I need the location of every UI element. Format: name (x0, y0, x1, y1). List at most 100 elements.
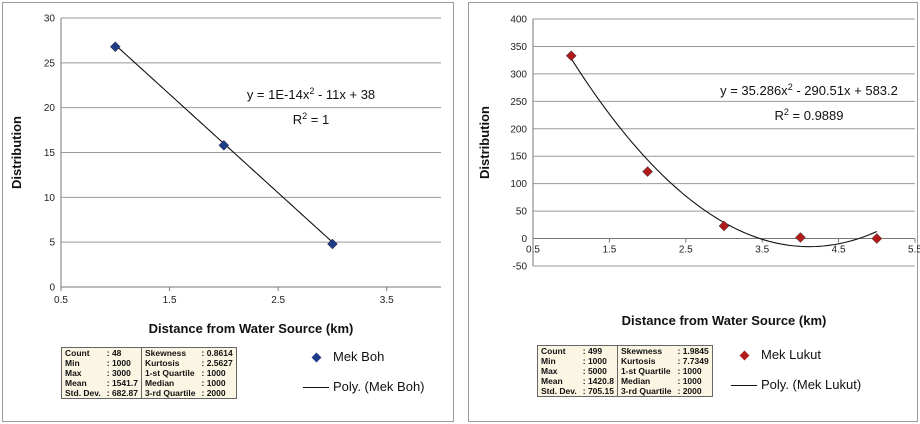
r-squared-label: R2 = 0.9889 (775, 107, 844, 123)
stats-cell: Median (140, 378, 199, 388)
y-tick-label: 150 (510, 152, 527, 163)
y-tick-label: 25 (44, 58, 56, 69)
x-tick-label: 1.5 (602, 245, 616, 256)
stats-cell: : 1000 (582, 356, 607, 366)
y-tick-label: 300 (510, 69, 527, 80)
stats-cell: Mean (65, 378, 87, 388)
diamond-marker-icon (739, 350, 749, 360)
stats-cell: Min (65, 358, 80, 368)
x-tick-label: 0.5 (54, 295, 68, 306)
stats-cell: 1-st Quartile (616, 366, 675, 376)
stats-cell: Min (541, 356, 556, 366)
stats-cell: Count (65, 348, 90, 358)
stats-table: Count: 499 Skewness: 1.9845 Min: 1000 Kurto… (537, 345, 713, 397)
x-tick-label: 5.5 (908, 245, 920, 256)
x-tick-label: 0.5 (526, 245, 540, 256)
trendline-equation: y = 35.286x2 - 290.51x + 583.2 (720, 82, 898, 98)
legend-item-series: Mek Lukut (727, 343, 861, 365)
legend: Mek Boh Poly. (Mek Boh) (299, 345, 425, 405)
trendline-line-icon (731, 384, 757, 386)
legend: Mek Lukut Poly. (Mek Lukut) (727, 343, 861, 403)
chart-panel-mek-lukut: -50 0 50 100 150 200 250 300 350 400 0.5 1.5 2.5 3.5 4… (468, 2, 920, 422)
stats-row: Mean : 1541.7 Median: 1000 (62, 378, 237, 388)
stats-row: Min: 1000 Kurtosis: 2.5627 (62, 358, 237, 368)
x-tick-label: 1.5 (163, 295, 177, 306)
data-point (795, 232, 806, 243)
stats-cell: Max (65, 368, 82, 378)
legend-series-label: Mek Boh (333, 348, 385, 364)
data-point (871, 233, 883, 244)
trendline-equation: y = 1E-14x2 - 11x + 38 (247, 86, 375, 102)
stats-cell: : 1000 (201, 378, 226, 388)
stats-cell: : 48 (106, 348, 122, 358)
data-point (565, 50, 577, 62)
y-tick-label: 20 (44, 103, 56, 114)
stats-cell: : 705.15 (582, 386, 614, 396)
stats-row: Max: 5000 1-st Quartile: 1000 (538, 366, 713, 376)
stats-cell: : 2.5627 (201, 358, 233, 368)
stats-cell: : 1.9845 (677, 346, 709, 356)
y-axis-title: Distribution (9, 116, 24, 189)
stats-cell: : 7.7349 (677, 356, 709, 366)
stats-cell: : 2000 (677, 386, 702, 396)
stats-row: Mean: 1420.8 Median: 1000 (538, 376, 713, 386)
stats-cell: : 1000 (201, 368, 226, 378)
stats-row: Std. Dev. : 705.15 3-rd Quartile: 2000 (538, 386, 713, 397)
r-squared-label: R2 = 1 (293, 111, 329, 127)
y-tick-label: 100 (510, 179, 527, 190)
y-tick-label: 5 (49, 238, 55, 249)
y-tick-label: 350 (510, 42, 527, 53)
stats-row: Std. Dev. : 682.87 3-rd Quartile: 2000 (62, 388, 237, 399)
y-tick-label: 0 (521, 234, 527, 245)
y-tick-label: 250 (510, 97, 527, 108)
stats-cell: : 682.87 (106, 388, 138, 398)
y-tick-label: -50 (513, 262, 528, 273)
stats-cell: 3-rd Quartile (140, 388, 199, 399)
legend-series-label: Mek Lukut (761, 346, 821, 362)
stats-cell: : 499 (582, 346, 603, 356)
stats-row: Count : 499 Skewness: 1.9845 (538, 345, 713, 356)
stats-row: Min : 1000 Kurtosis: 7.7349 (538, 356, 713, 366)
diamond-marker-icon (311, 352, 321, 362)
x-tick-label: 3.5 (380, 295, 394, 306)
x-tick-label: 4.5 (832, 245, 846, 256)
y-tick-label: 30 (44, 14, 56, 25)
y-tick-label: 400 (510, 15, 527, 26)
stats-cell: : 1000 (677, 366, 702, 376)
stats-cell: : 2000 (201, 388, 226, 398)
stats-cell: Skewness (616, 345, 675, 356)
y-axis-title: Distribution (477, 106, 492, 179)
legend-trendline-label: Poly. (Mek Lukut) (761, 376, 862, 392)
chart-mek-lukut: -50 0 50 100 150 200 250 300 350 400 0.5 1.5 2.5 3.5 4… (477, 15, 920, 329)
stats-cell: : 3000 (106, 368, 131, 378)
data-point (642, 166, 653, 177)
data-point (718, 220, 730, 232)
stats-cell: Skewness (140, 347, 199, 358)
data-point (109, 41, 121, 53)
stats-cell: Median (616, 376, 675, 386)
trendline-line-icon (303, 386, 329, 388)
stats-cell: Std. Dev. (65, 388, 101, 398)
stats-cell: Max (541, 366, 558, 376)
chart-mek-boh: 0 5 10 15 20 25 30 0.5 1.5 2.5 3.5 y = 1E-14x2 - 11… (9, 14, 441, 336)
stats-cell: : 1420.8 (582, 376, 614, 386)
x-tick-label: 3.5 (755, 245, 769, 256)
y-tick-label: 200 (510, 124, 527, 135)
x-axis-title: Distance from Water Source (km) (149, 321, 354, 336)
y-tick-label: 50 (516, 207, 528, 218)
stats-cell: 3-rd Quartile (616, 386, 675, 397)
stats-cell: 1-st Quartile (140, 368, 199, 378)
y-tick-label: 15 (44, 148, 56, 159)
stats-row: Max : 3000 1-st Quartile: 1000 (62, 368, 237, 378)
stats-cell: Kurtosis (616, 356, 675, 366)
y-tick-label: 10 (44, 193, 56, 204)
stats-cell: Kurtosis (140, 358, 199, 368)
x-axis-title: Distance from Water Source (km) (622, 313, 827, 328)
legend-item-trendline: Poly. (Mek Lukut) (727, 373, 861, 395)
stats-cell: : 1541.7 (106, 378, 138, 388)
stats-cell: Std. Dev. (541, 386, 577, 396)
stats-cell: : 1000 (677, 376, 702, 386)
stats-cell: Count (541, 346, 566, 356)
data-point (327, 238, 338, 250)
y-tick-label: 0 (49, 283, 55, 294)
